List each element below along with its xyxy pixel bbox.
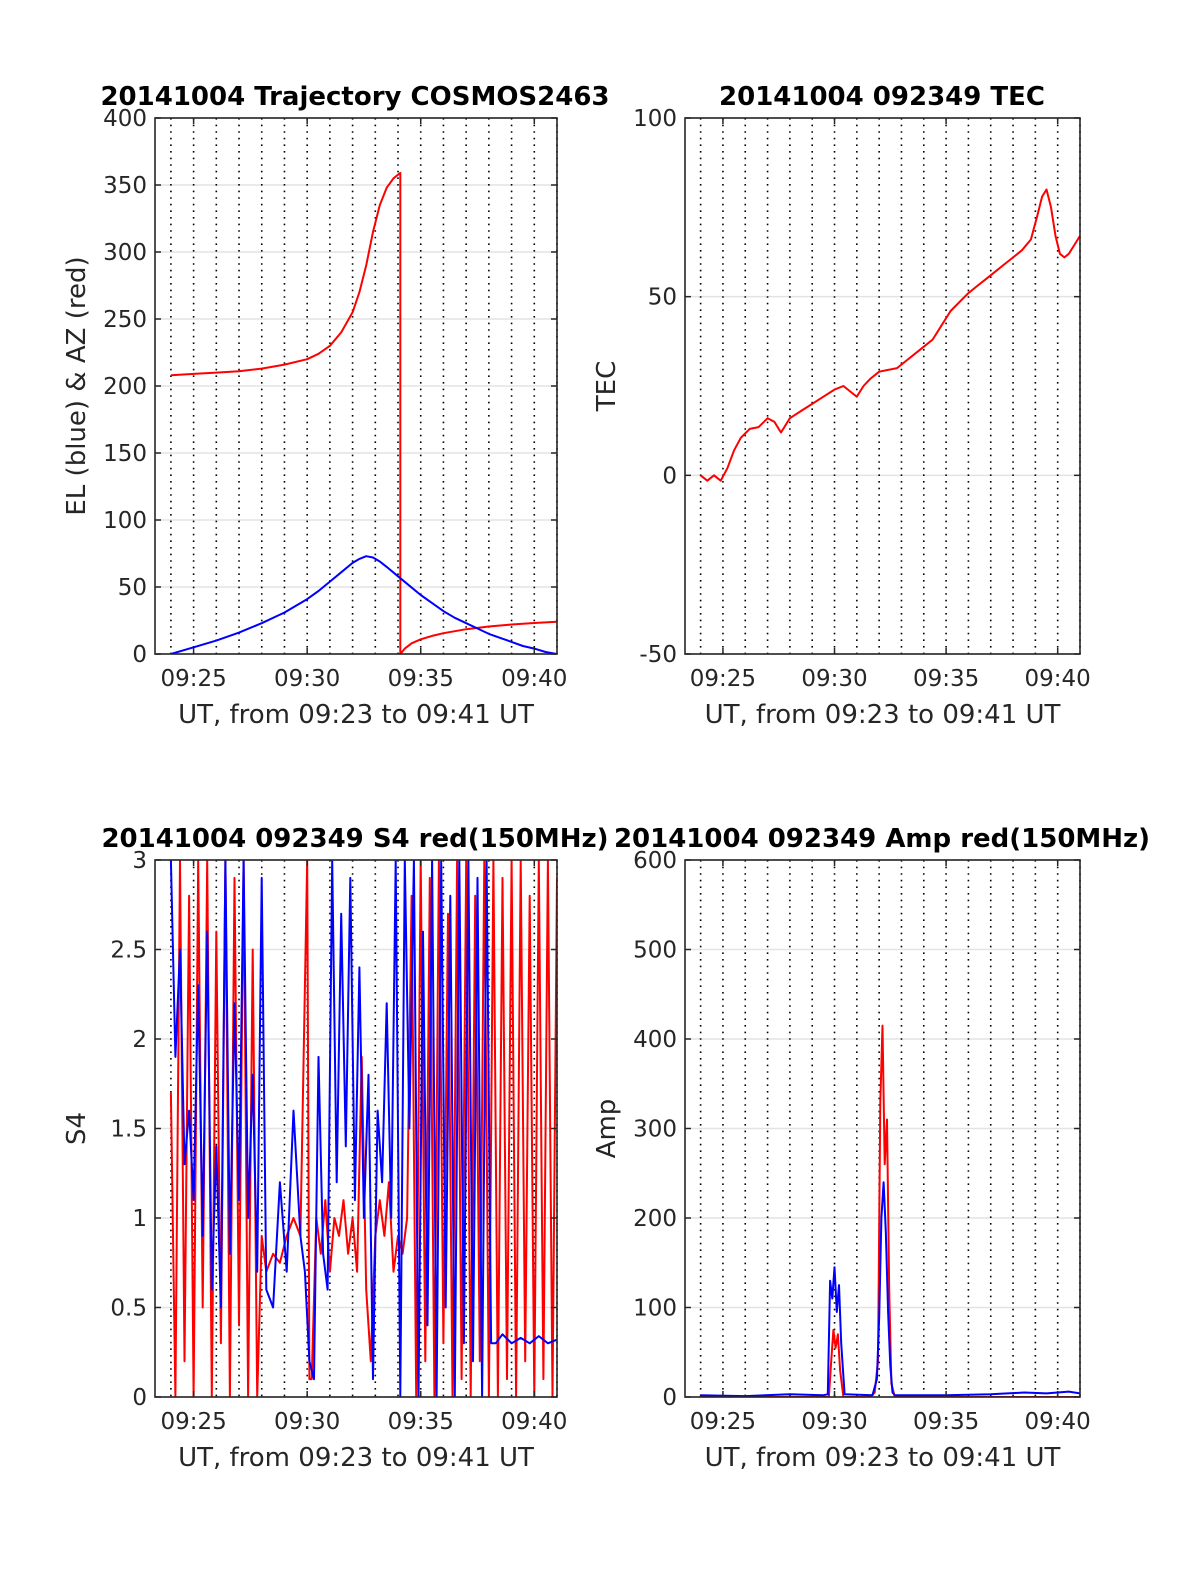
- y-tick-label: 300: [103, 240, 147, 266]
- chart-panel-4: 0 100 200 300 400 500 600 09:25 09:30 09:35 09:40 2…: [592, 824, 1150, 1473]
- y-tick-label: 0: [132, 1385, 147, 1411]
- y-tick-label: 100: [633, 1296, 677, 1322]
- y-tick-label: 0: [132, 642, 147, 668]
- y-tick-label: 400: [633, 1027, 677, 1053]
- series-line-2: [169, 860, 557, 1397]
- y-tick-label: 500: [633, 938, 677, 964]
- y-tick-label: 250: [103, 307, 147, 333]
- x-tick-label: 09:30: [274, 666, 340, 692]
- x-tick-label: 09:30: [801, 1409, 867, 1435]
- series-line-1: [170, 171, 557, 654]
- x-tick-label: 09:25: [160, 1409, 226, 1435]
- x-tick-label: 09:40: [501, 666, 567, 692]
- y-tick-label: 600: [633, 848, 677, 874]
- x-tick-label: 09:35: [388, 1409, 454, 1435]
- series-line-1: [699, 188, 1080, 482]
- axes-box: [684, 117, 1081, 655]
- x-axis-label: UT, from 09:23 to 09:41 UT: [705, 700, 1061, 730]
- chart-panel-1: 0 50 100 150 200 250 300 350 400 09:25 09:30 09:35 0…: [62, 82, 610, 730]
- y-tick-label: 0.5: [110, 1296, 147, 1322]
- chart-panel-3: 0 0.5 1 1.5 2 2.5 3 09:25 09:30 09:35 09:40 2014100…: [62, 824, 609, 1473]
- y-tick-label: 3: [132, 848, 147, 874]
- y-axis-label: S4: [62, 1112, 92, 1145]
- y-tick-label: 200: [103, 374, 147, 400]
- y-tick-label: 50: [118, 575, 147, 601]
- x-axis-label: UT, from 09:23 to 09:41 UT: [178, 1443, 534, 1473]
- y-tick-label: -50: [639, 642, 677, 668]
- y-tick-label: 400: [103, 106, 147, 132]
- y-tick-label: 50: [648, 285, 677, 311]
- y-tick-label: 350: [103, 173, 147, 199]
- y-tick-label: 300: [633, 1117, 677, 1143]
- series-line-2: [700, 1181, 1080, 1397]
- y-tick-label: 200: [633, 1206, 677, 1232]
- series-line-1: [169, 860, 557, 1397]
- chart-title: 20141004 Trajectory COSMOS2463: [100, 82, 609, 112]
- x-tick-label: 09:35: [388, 666, 454, 692]
- x-tick-label: 09:40: [1025, 1409, 1091, 1435]
- y-tick-label: 2: [132, 1027, 147, 1053]
- x-tick-label: 09:35: [913, 1409, 979, 1435]
- x-tick-label: 09:30: [274, 1409, 340, 1435]
- chart-title: 20141004 092349 TEC: [719, 82, 1045, 112]
- x-axis-label: UT, from 09:23 to 09:41 UT: [705, 1443, 1061, 1473]
- y-tick-label: 1: [132, 1206, 147, 1232]
- x-tick-label: 09:25: [160, 666, 226, 692]
- y-tick-label: 0: [662, 1385, 677, 1411]
- y-tick-label: 2.5: [110, 938, 147, 964]
- y-tick-label: 100: [103, 508, 147, 534]
- x-tick-label: 09:35: [913, 666, 979, 692]
- series-line-2: [170, 555, 557, 654]
- y-axis-label: Amp: [592, 1099, 622, 1159]
- x-axis-label: UT, from 09:23 to 09:41 UT: [178, 700, 534, 730]
- chart-title: 20141004 092349 S4 red(150MHz): [101, 824, 608, 854]
- plot-area: [685, 118, 1080, 654]
- x-tick-label: 09:40: [501, 1409, 567, 1435]
- y-tick-label: 0: [662, 463, 677, 489]
- y-tick-label: 150: [103, 441, 147, 467]
- y-tick-label: 100: [633, 106, 677, 132]
- y-axis-label: EL (blue) & AZ (red): [62, 256, 92, 515]
- chart-panel-2: -50 0 50 100 09:25 09:30 09:35 09:40 20141004 09…: [592, 82, 1091, 730]
- x-tick-label: 09:40: [1025, 666, 1091, 692]
- x-tick-label: 09:25: [690, 666, 756, 692]
- y-axis-label: TEC: [592, 361, 622, 412]
- y-tick-label: 1.5: [110, 1117, 147, 1143]
- x-tick-label: 09:25: [690, 1409, 756, 1435]
- chart-title: 20141004 092349 Amp red(150MHz): [614, 824, 1150, 854]
- x-tick-label: 09:30: [801, 666, 867, 692]
